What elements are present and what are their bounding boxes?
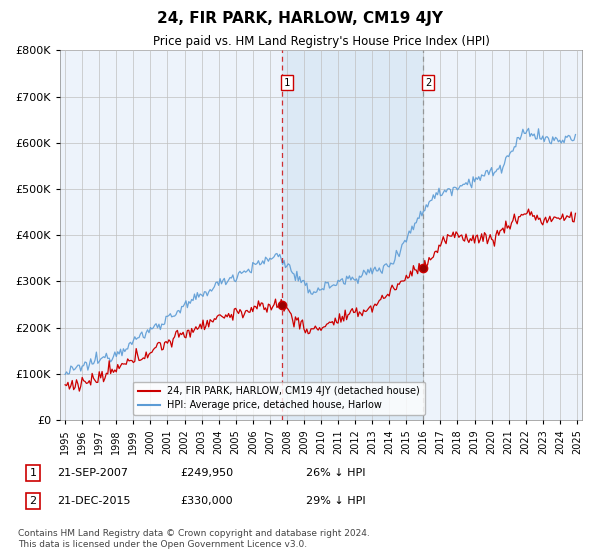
Legend: 24, FIR PARK, HARLOW, CM19 4JY (detached house), HPI: Average price, detached ho: 24, FIR PARK, HARLOW, CM19 4JY (detached… xyxy=(133,381,425,415)
Text: 26% ↓ HPI: 26% ↓ HPI xyxy=(306,468,365,478)
Text: Contains HM Land Registry data © Crown copyright and database right 2024.
This d: Contains HM Land Registry data © Crown c… xyxy=(18,529,370,549)
Text: 21-DEC-2015: 21-DEC-2015 xyxy=(57,496,131,506)
Text: 24, FIR PARK, HARLOW, CM19 4JY: 24, FIR PARK, HARLOW, CM19 4JY xyxy=(157,11,443,26)
Text: 29% ↓ HPI: 29% ↓ HPI xyxy=(306,496,365,506)
Text: 2: 2 xyxy=(425,78,431,88)
Text: 21-SEP-2007: 21-SEP-2007 xyxy=(57,468,128,478)
Text: 1: 1 xyxy=(29,468,37,478)
Text: 2: 2 xyxy=(29,496,37,506)
Bar xyxy=(282,50,423,420)
Text: £330,000: £330,000 xyxy=(180,496,233,506)
Title: Price paid vs. HM Land Registry's House Price Index (HPI): Price paid vs. HM Land Registry's House … xyxy=(152,35,490,48)
Text: 1: 1 xyxy=(284,78,290,88)
Text: £249,950: £249,950 xyxy=(180,468,233,478)
